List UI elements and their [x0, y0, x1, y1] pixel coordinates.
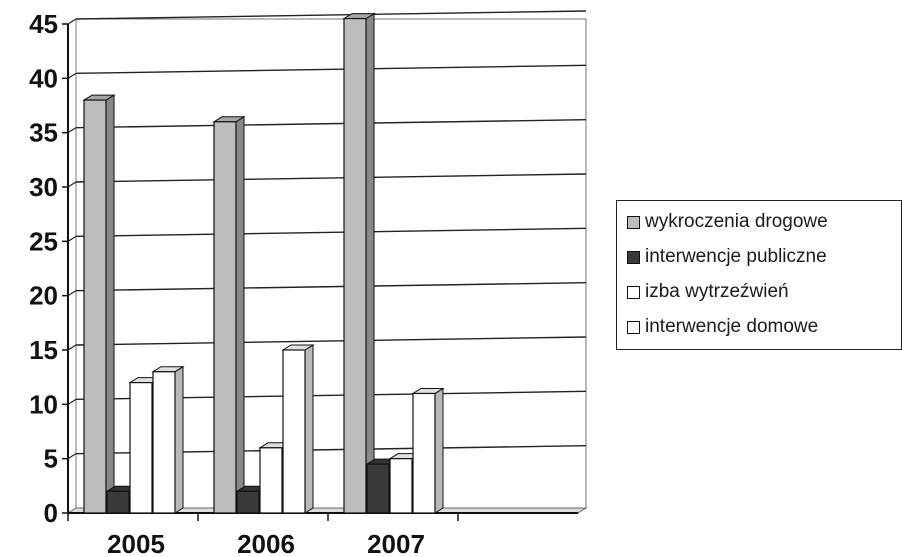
legend-swatch — [627, 320, 640, 334]
gridline-depth — [67, 181, 77, 188]
gridline — [75, 227, 587, 238]
bar-front — [389, 458, 413, 514]
gridline — [75, 10, 587, 20]
y-tick-label: 30 — [29, 172, 58, 202]
gridline-depth — [67, 127, 77, 134]
bar-side — [235, 115, 245, 514]
y-tick-labels: 0 5 10 15 20 25 30 35 40 45 — [29, 9, 68, 528]
gridline-depth — [67, 72, 77, 79]
bar-front — [412, 392, 436, 514]
y-tick-label: 40 — [29, 63, 58, 93]
legend-swatch — [627, 285, 640, 299]
bar-front — [83, 99, 107, 514]
bar-side — [304, 344, 314, 514]
legend-item-izba-wytrzezwien: izba wytrzeźwień — [627, 281, 789, 303]
gridline-depth — [67, 398, 77, 405]
gridline-depth — [67, 453, 77, 460]
y-tick-label: 0 — [44, 498, 58, 528]
y-tick-label: 10 — [29, 389, 58, 419]
bar — [281, 344, 315, 514]
bar — [411, 387, 445, 514]
bar-front — [282, 349, 306, 514]
y-tick-label: 20 — [29, 281, 58, 311]
bar — [151, 365, 185, 514]
gridline — [75, 64, 587, 75]
legend-label: interwencje domowe — [645, 316, 819, 337]
bar-front — [259, 447, 283, 514]
legend-swatch — [627, 215, 640, 229]
x-tick-labels: 2005 2006 2007 — [67, 513, 459, 557]
x-tick-label: 2006 — [237, 529, 295, 557]
bar — [212, 115, 246, 514]
y-tick-label: 35 — [29, 118, 58, 148]
y-tick-label: 15 — [29, 335, 58, 365]
y-tick-label: 5 — [44, 444, 58, 474]
bar-front — [213, 121, 237, 514]
bar-side — [174, 365, 184, 514]
legend-label: wykroczenia drogowe — [645, 211, 828, 232]
bars — [82, 12, 445, 514]
bar-front — [129, 382, 153, 514]
gridline-depth — [67, 290, 77, 297]
bar-front — [152, 371, 176, 514]
legend-item-interwencje-publiczne: interwencje publiczne — [627, 246, 827, 268]
legend-swatch — [627, 250, 640, 264]
bar-front — [236, 490, 260, 514]
legend: wykroczenia drogowe interwencje publiczn… — [616, 200, 902, 350]
x-tick-label: 2007 — [367, 529, 425, 557]
gridline — [75, 118, 587, 129]
legend-label: izba wytrzeźwień — [645, 281, 789, 302]
y-tick-label: 45 — [29, 9, 58, 39]
x-tick-label: 2005 — [107, 529, 165, 557]
bar-front — [366, 463, 390, 514]
gridline — [75, 336, 587, 346]
gridline-depth — [67, 344, 77, 351]
bar-side — [434, 387, 444, 514]
bar — [342, 12, 376, 514]
bar-front — [343, 17, 367, 514]
gridline-depth — [67, 18, 77, 25]
bar — [82, 94, 116, 514]
y-tick-label: 25 — [29, 226, 58, 256]
bar-front — [106, 490, 130, 514]
bar-side — [365, 12, 375, 514]
bar-side — [105, 94, 115, 514]
legend-label: interwencje publiczne — [645, 246, 827, 267]
legend-item-interwencje-domowe: interwencje domowe — [627, 316, 818, 338]
gridline — [75, 281, 587, 292]
gridline — [75, 173, 587, 183]
gridline-depth — [67, 235, 77, 242]
legend-item-wykroczenia-drogowe: wykroczenia drogowe — [627, 211, 828, 233]
